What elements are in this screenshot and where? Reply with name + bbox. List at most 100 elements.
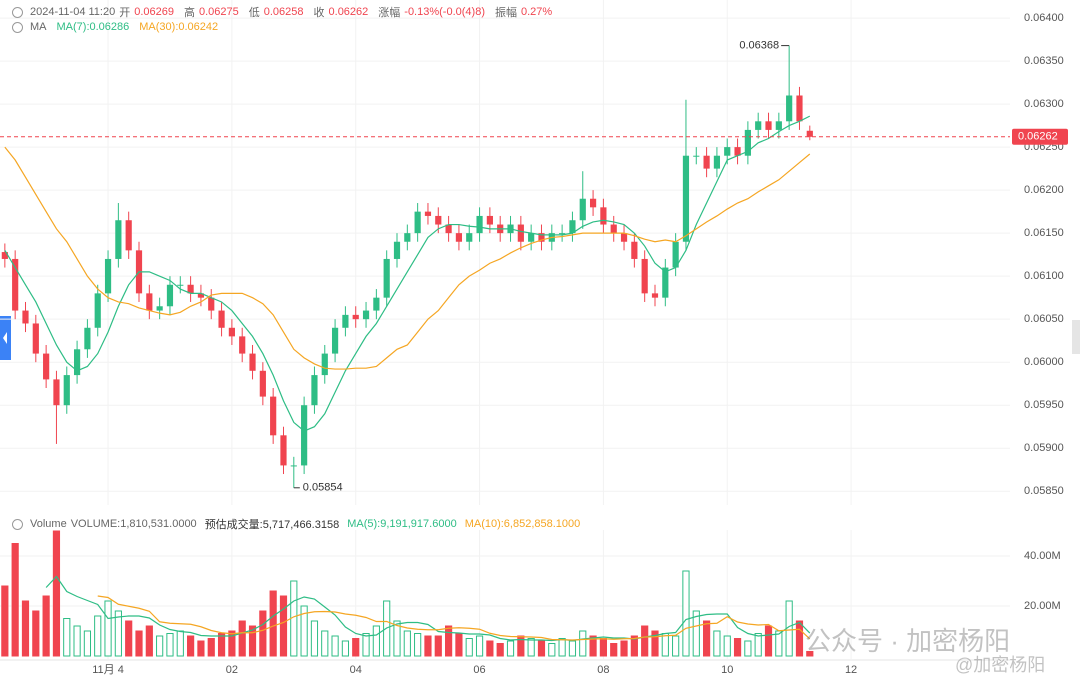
volume-bar: [795, 620, 804, 657]
candle-body: [610, 224, 617, 234]
candle-body: [466, 233, 473, 242]
candle-body: [270, 396, 277, 436]
candle-body: [486, 215, 493, 225]
volume-bar: [537, 640, 546, 657]
volume-bar: [414, 633, 422, 657]
volume-bar: [94, 615, 102, 657]
volume-bar: [548, 643, 556, 657]
candle-body: [393, 241, 401, 259]
indicator: MA: [30, 21, 47, 33]
volume-bar: [682, 570, 690, 657]
volume-ma-line: [45, 575, 811, 642]
label: 高: [183, 7, 195, 19]
volume-bar: [83, 630, 92, 657]
volume-bar: [733, 638, 742, 657]
volume-bar: [465, 638, 473, 657]
volume-bar: [723, 635, 731, 657]
volume-ma-line: [97, 595, 811, 641]
volume-bar: [176, 630, 184, 657]
candle-body: [1, 252, 8, 259]
right-tab[interactable]: [1072, 320, 1080, 354]
datetime: 2024-11-04 11:20: [30, 6, 116, 18]
candle-body: [208, 297, 215, 311]
candle-body: [538, 233, 545, 242]
candle-body: [662, 267, 669, 298]
candle-body: [311, 375, 318, 406]
label: 振幅: [494, 7, 517, 19]
volume-bar: [125, 620, 133, 657]
volume-bar: [217, 633, 226, 657]
candle-body: [280, 435, 287, 466]
ohlc-header: 2024-11-04 11:20 开 0.06269 高 0.06275 低 0.06…: [12, 4, 558, 20]
value: 0.27%: [520, 6, 553, 18]
volume-bar: [32, 610, 40, 657]
value: 0.06262: [328, 6, 369, 18]
candle-body: [383, 258, 390, 298]
volume-legend: Volume VOLUME:1,810,531.0000 预估成交量:5,717…: [12, 516, 580, 532]
candle-body: [352, 314, 359, 320]
candle-body: [569, 220, 576, 234]
y-tick-label: 0.05900: [1024, 442, 1064, 454]
volume-bar: [620, 640, 628, 657]
volume-bar: [692, 610, 700, 657]
candle-body: [724, 147, 731, 156]
candle-body: [146, 293, 153, 311]
candle-body: [579, 198, 586, 221]
candle-body: [744, 129, 751, 156]
volume-bar: [506, 640, 515, 657]
volume-bar: [1, 585, 9, 657]
volume-bar: [321, 630, 329, 657]
x-tick-label: 12: [845, 664, 857, 676]
candle-body: [218, 310, 225, 328]
candle-body: [517, 224, 524, 242]
y-tick-label: 0.05950: [1024, 399, 1064, 411]
candle-body: [197, 293, 205, 298]
watermark: @加密杨阳: [955, 655, 1045, 675]
candle-body: [362, 310, 370, 320]
value: 0.06258: [263, 6, 304, 18]
y-tick-label: 40.00M: [1024, 550, 1061, 562]
candle-body: [22, 310, 29, 324]
volume-bar: [42, 595, 50, 657]
volume-bar: [248, 625, 257, 657]
volume-bar: [114, 610, 122, 657]
candle-body: [765, 121, 772, 130]
icon[interactable]: [12, 6, 23, 18]
candle-body: [796, 95, 803, 122]
volume-bar: [362, 633, 370, 657]
candle-body: [786, 95, 793, 122]
candle-body: [73, 349, 81, 376]
volume-bar: [424, 635, 432, 657]
candle-body: [435, 215, 442, 225]
candle-body: [166, 284, 174, 307]
label: 涨幅: [378, 7, 401, 19]
candle-body: [259, 370, 266, 397]
volume-bar: [300, 605, 308, 657]
icon[interactable]: [12, 21, 23, 33]
volume-bar: [517, 635, 525, 657]
legend-entry: MA(10):6,852,858.1000: [464, 518, 581, 530]
ma-legend: MA MA(7):0.06286 MA(30):0.06242: [12, 21, 218, 33]
label: 收: [313, 7, 325, 19]
volume-bar: [331, 635, 339, 657]
volume-bar: [672, 635, 680, 657]
value: 0.06269: [134, 6, 174, 18]
volume-bar: [104, 600, 112, 657]
candle-body: [342, 314, 349, 328]
volume-bar: [393, 620, 401, 657]
volume-bar: [475, 635, 484, 657]
x-tick-label: 10: [721, 664, 733, 676]
candle-body: [321, 353, 328, 376]
y-tick-label: 0.05850: [1024, 485, 1064, 497]
candle-body: [755, 121, 762, 130]
candle-body: [631, 241, 638, 259]
legend-entry: MA(5):9,191,917.6000: [347, 518, 457, 530]
volume-bar: [310, 620, 319, 657]
icon[interactable]: [12, 518, 23, 530]
volume-bar: [661, 633, 669, 657]
candle-body: [713, 155, 721, 169]
estimate: 预估成交量:5,717,466.3158: [204, 519, 340, 531]
candle-body: [455, 233, 463, 242]
candle-body: [53, 379, 60, 406]
